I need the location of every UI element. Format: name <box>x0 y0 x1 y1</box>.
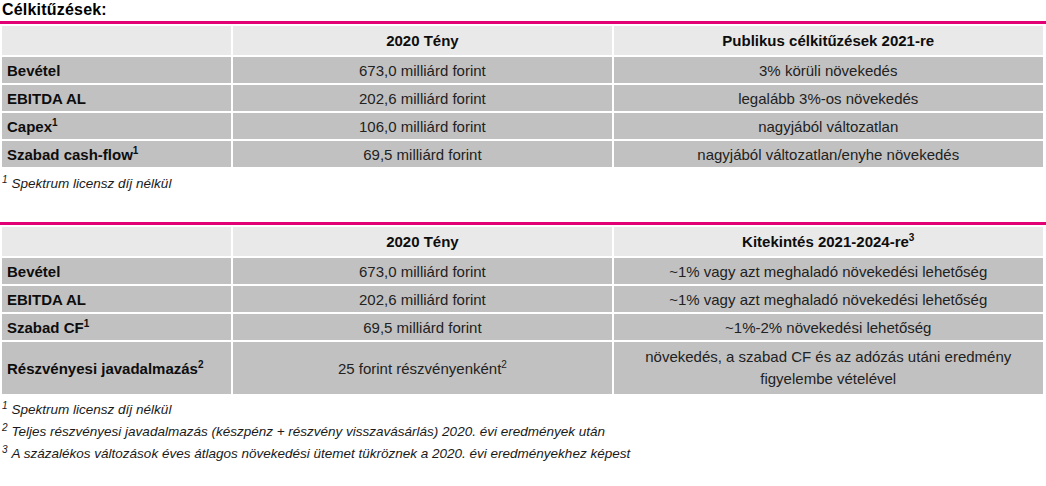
table-row-ebitda: EBITDA AL 202,6 milliárd forint legalább… <box>2 85 1043 111</box>
table2-footnotes: 1Spektrum licensz díj nélkül 2Teljes rés… <box>2 399 1046 465</box>
table-row-free-cashflow: Szabad cash-flow1 69,5 milliárd forint n… <box>2 141 1043 167</box>
header-outlook-2021-2024: Kitekintés 2021-2024-re3 <box>614 227 1044 256</box>
table-row-shareholder-remuneration: Részvényesi javadalmazás2 25 forint rész… <box>2 342 1043 394</box>
table1-footnotes: 1Spektrum licensz díj nélkül <box>2 173 1046 195</box>
header-empty-cell <box>2 26 231 55</box>
fact-value: 69,5 milliárd forint <box>233 314 611 340</box>
fact-value: 673,0 milliárd forint <box>233 57 611 83</box>
fact-value: 106,0 milliárd forint <box>233 113 611 139</box>
header-public-targets-2021: Publikus célkitűzések 2021-re <box>614 26 1044 55</box>
outlook-value: ~1% vagy azt meghaladó növekedési lehető… <box>614 258 1044 284</box>
header-empty-cell <box>2 227 231 256</box>
targets-2021-table: 2020 Tény Publikus célkitűzések 2021-re … <box>0 24 1045 169</box>
fact-value: 202,6 milliárd forint <box>233 85 611 111</box>
table-row-revenue: Bevétel 673,0 milliárd forint 3% körüli … <box>2 57 1043 83</box>
page-title: Célkitűzések: <box>0 0 1046 21</box>
table-row-capex: Capex1 106,0 milliárd forint nagyjából v… <box>2 113 1043 139</box>
outlook-2021-2024-table: 2020 Tény Kitekintés 2021-2024-re3 Bevét… <box>0 225 1045 396</box>
table-row-ebitda: EBITDA AL 202,6 milliárd forint ~1% vagy… <box>2 286 1043 312</box>
row-label: EBITDA AL <box>2 286 231 312</box>
fact-value: 673,0 milliárd forint <box>233 258 611 284</box>
row-label: Szabad cash-flow1 <box>2 141 231 167</box>
target-value: 3% körüli növekedés <box>614 57 1044 83</box>
page: Célkitűzések: 2020 Tény Publikus célkitű… <box>0 0 1046 465</box>
row-label: EBITDA AL <box>2 85 231 111</box>
row-label: Szabad CF1 <box>2 314 231 340</box>
target-value: nagyjából változatlan/enyhe növekedés <box>614 141 1044 167</box>
fact-value: 25 forint részvényenként2 <box>233 342 611 394</box>
row-label: Bevétel <box>2 258 231 284</box>
header-2020-fact: 2020 Tény <box>233 227 611 256</box>
footnote: 2Teljes részvényesi javadalmazás (készpé… <box>2 421 1046 443</box>
target-value: legalább 3%-os növekedés <box>614 85 1044 111</box>
row-label: Részvényesi javadalmazás2 <box>2 342 231 394</box>
fact-value: 69,5 milliárd forint <box>233 141 611 167</box>
footnote: 1Spektrum licensz díj nélkül <box>2 399 1046 421</box>
outlook-value: növekedés, a szabad CF és az adózás után… <box>614 342 1044 394</box>
header-2020-fact: 2020 Tény <box>233 26 611 55</box>
table-row-free-cf: Szabad CF1 69,5 milliárd forint ~1%-2% n… <box>2 314 1043 340</box>
footnote: 3A százalékos változások éves átlagos nö… <box>2 443 1046 465</box>
table-header-row: 2020 Tény Kitekintés 2021-2024-re3 <box>2 227 1043 256</box>
outlook-value: ~1% vagy azt meghaladó növekedési lehető… <box>614 286 1044 312</box>
table-row-revenue: Bevétel 673,0 milliárd forint ~1% vagy a… <box>2 258 1043 284</box>
outlook-value: ~1%-2% növekedési lehetőség <box>614 314 1044 340</box>
footnote: 1Spektrum licensz díj nélkül <box>2 173 1046 195</box>
fact-value: 202,6 milliárd forint <box>233 286 611 312</box>
row-label: Capex1 <box>2 113 231 139</box>
table-header-row: 2020 Tény Publikus célkitűzések 2021-re <box>2 26 1043 55</box>
target-value: nagyjából változatlan <box>614 113 1044 139</box>
row-label: Bevétel <box>2 57 231 83</box>
spacer <box>0 195 1046 222</box>
